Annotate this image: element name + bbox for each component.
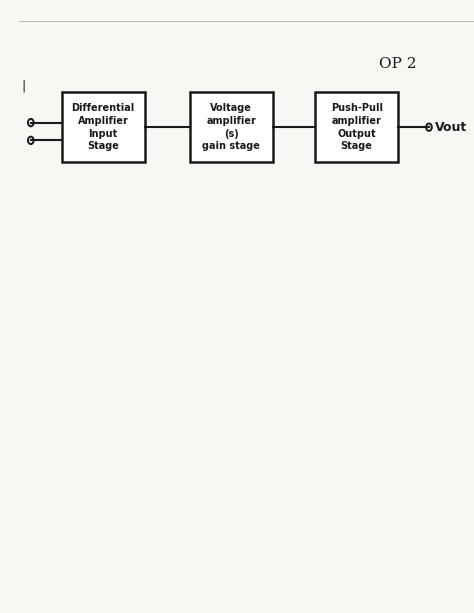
Bar: [62, 92, 145, 162]
Text: Vout: Vout: [435, 121, 467, 134]
Text: OP 2: OP 2: [379, 58, 417, 71]
Text: |: |: [22, 79, 26, 93]
Bar: [190, 92, 273, 162]
Bar: [315, 92, 398, 162]
Text: Differential
Amplifier
Input
Stage: Differential Amplifier Input Stage: [72, 103, 135, 151]
Text: Push-Pull
amplifier
Output
Stage: Push-Pull amplifier Output Stage: [331, 103, 383, 151]
Text: Voltage
amplifier
(s)
gain stage: Voltage amplifier (s) gain stage: [202, 103, 260, 151]
